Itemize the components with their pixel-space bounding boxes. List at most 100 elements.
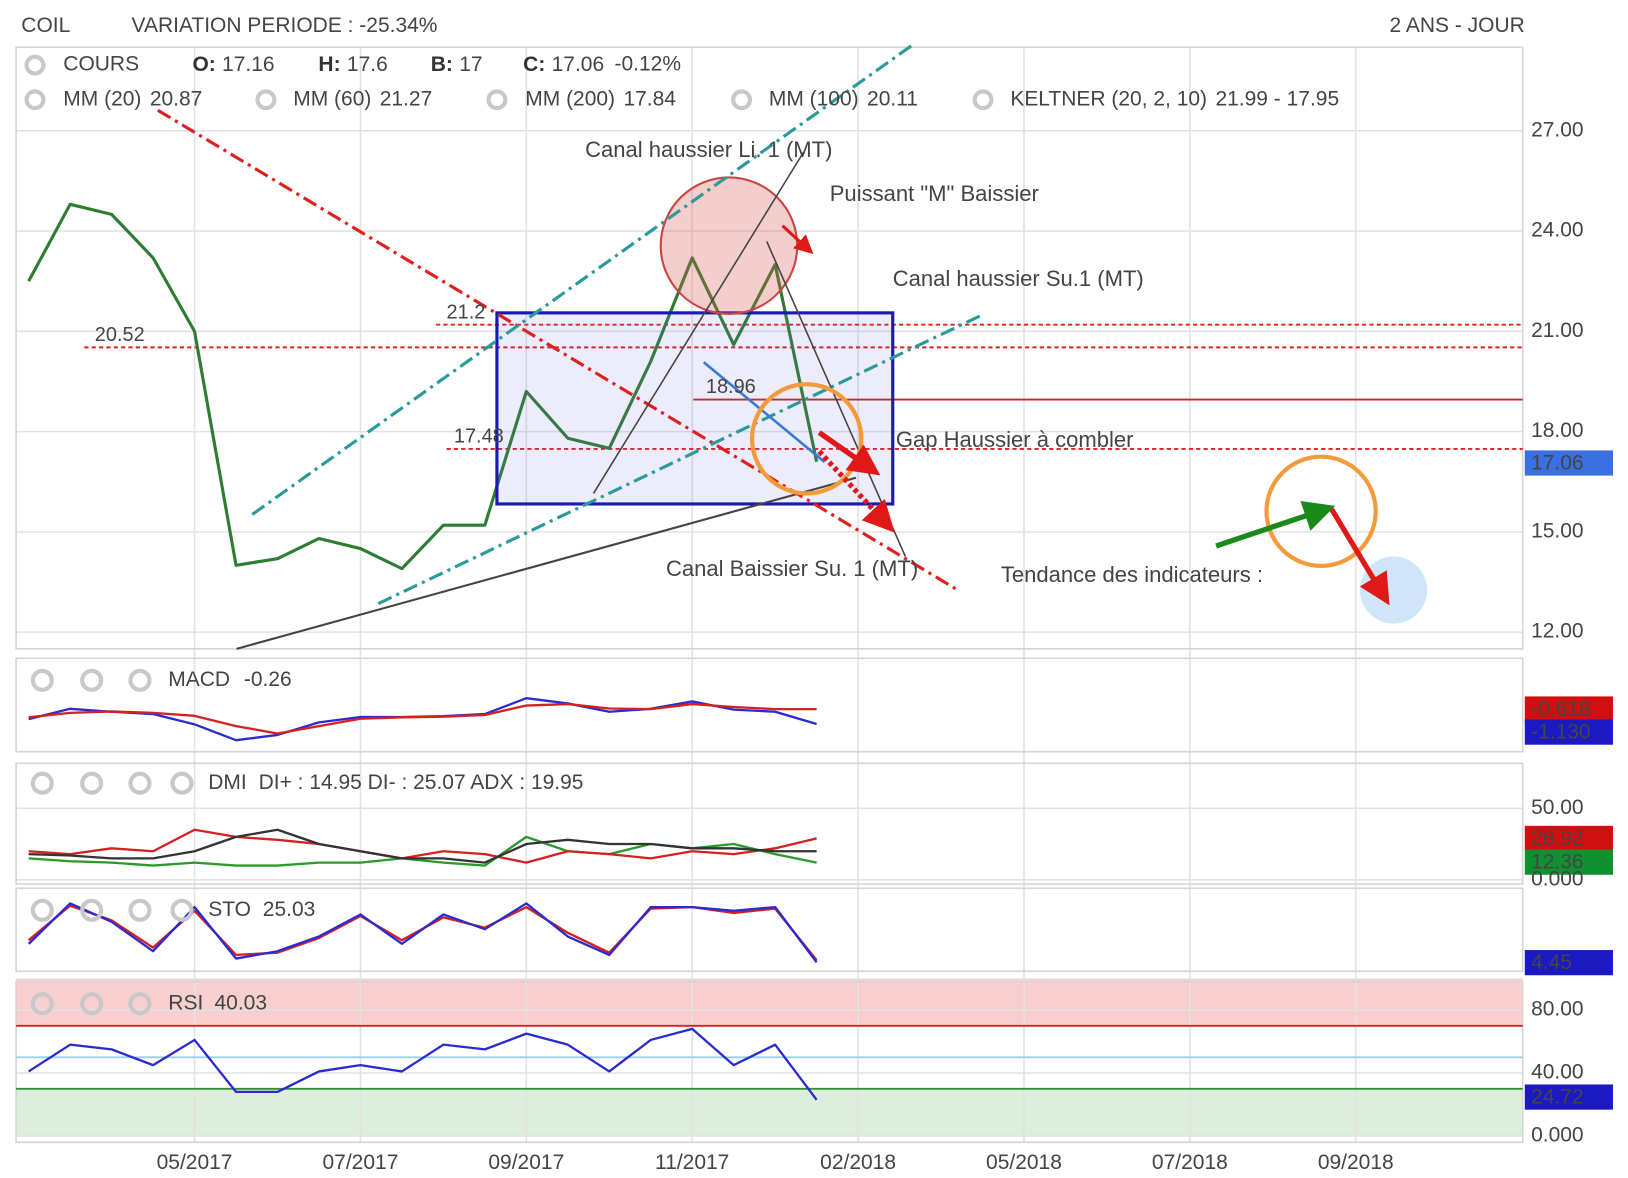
period: 2 ANS - JOUR bbox=[1390, 14, 1525, 37]
panel-icon bbox=[30, 992, 54, 1016]
overlay-legend: MM (100) 20.11 bbox=[769, 87, 918, 110]
y-tick-label: 24.00 bbox=[1531, 219, 1584, 242]
change: -0.12% bbox=[615, 53, 682, 76]
panel-icon bbox=[170, 898, 194, 922]
texts: COIL VARIATION PERIODE : -25.34% 2 ANS -… bbox=[21, 14, 1590, 1174]
ohlc-value: 17 bbox=[459, 53, 482, 76]
trend-dot bbox=[1359, 556, 1428, 624]
level-label: 18.96 bbox=[706, 376, 756, 398]
x-tick-label: 02/2018 bbox=[820, 1151, 896, 1174]
price-tag bbox=[1524, 719, 1613, 745]
overlay-value: 21.99 - 17.95 bbox=[1215, 87, 1339, 110]
gear-icon bbox=[24, 89, 46, 111]
ohlc-key: H: bbox=[318, 53, 340, 76]
ohlc-value: 17.16 bbox=[222, 53, 275, 76]
panel-icon bbox=[128, 898, 152, 922]
y-tick-label: 50.00 bbox=[1531, 796, 1584, 819]
ticker: COIL bbox=[21, 14, 70, 37]
gear-icon bbox=[24, 54, 46, 76]
price-tag-label: -0.618 bbox=[1531, 698, 1591, 721]
y-tick-label: 0.000 bbox=[1531, 1124, 1584, 1147]
arrow bbox=[781, 224, 814, 255]
x-tick-label: 07/2018 bbox=[1152, 1151, 1228, 1174]
price-tag bbox=[1524, 696, 1613, 722]
panel-icon bbox=[30, 898, 54, 922]
panel-icon bbox=[170, 771, 194, 795]
y-tick-label: 0.000 bbox=[1531, 867, 1584, 890]
panel-value: DI+ : 14.95 DI- : 25.07 ADX : 19.95 bbox=[259, 771, 584, 794]
panel-icon bbox=[128, 992, 152, 1016]
price-tag-label: -1.130 bbox=[1531, 721, 1591, 744]
price-panel bbox=[15, 46, 1524, 650]
panel-icon bbox=[80, 898, 104, 922]
gear-icon bbox=[486, 89, 508, 111]
rsi-panel bbox=[15, 980, 1524, 1144]
series-line bbox=[27, 902, 818, 963]
arrow bbox=[817, 430, 881, 476]
x-tick-label: 05/2018 bbox=[986, 1151, 1062, 1174]
gear-icon bbox=[972, 89, 994, 111]
grid bbox=[16, 47, 1523, 1143]
price-tag-label: 12.36 bbox=[1531, 851, 1584, 874]
price-tag bbox=[1524, 849, 1613, 875]
trend-line bbox=[702, 361, 826, 463]
ohlc-key: O: bbox=[192, 53, 215, 76]
overlay-value: 20.87 bbox=[150, 87, 203, 110]
arrow bbox=[1329, 507, 1390, 606]
x-tick-label: 07/2017 bbox=[323, 1151, 399, 1174]
annotation: Canal Baissier Su. 1 (MT) bbox=[666, 556, 918, 581]
panel-icon bbox=[80, 992, 104, 1016]
price-tag bbox=[1524, 825, 1613, 852]
panel-title: RSI bbox=[168, 991, 203, 1014]
level-label: 21.2 bbox=[447, 301, 486, 323]
macd-panel bbox=[15, 657, 1524, 753]
icons bbox=[24, 54, 994, 111]
ohlc-value: 17.06 bbox=[552, 53, 605, 76]
y-tick-label: 40.00 bbox=[1531, 1061, 1584, 1084]
arrow bbox=[1215, 500, 1336, 549]
y-tick-label: 27.00 bbox=[1531, 118, 1584, 141]
panel-title: DMI bbox=[208, 771, 246, 794]
overlay-value: 20.11 bbox=[867, 87, 918, 110]
gear-icon bbox=[731, 89, 753, 111]
series-line bbox=[27, 202, 819, 571]
overlay-value: 17.84 bbox=[623, 87, 676, 110]
ohlc-item: B: 17 bbox=[431, 53, 483, 76]
level-label: 20.52 bbox=[95, 324, 145, 346]
series-line bbox=[28, 828, 817, 864]
trend-line bbox=[377, 313, 983, 606]
m-circle bbox=[659, 176, 799, 315]
price-tag-label: 4.45 bbox=[1531, 951, 1572, 974]
overlay-legend: KELTNER (20, 2, 10) 21.99 - 17.95 bbox=[1010, 87, 1339, 110]
ohlc-item: H: 17.6 bbox=[318, 53, 387, 76]
panel-value: 25.03 bbox=[263, 898, 316, 921]
panel-icon bbox=[80, 668, 104, 692]
level-label: 17.48 bbox=[454, 426, 504, 448]
ohlc-item: O: 17.16 bbox=[192, 53, 274, 76]
panel-value: 40.03 bbox=[215, 991, 268, 1014]
zone bbox=[16, 1088, 1523, 1137]
gear-icon bbox=[255, 89, 277, 111]
overlay-name: MM (200) bbox=[525, 87, 615, 110]
price-tag bbox=[1524, 1084, 1613, 1110]
overlay-legend: MM (20) 20.87 bbox=[63, 87, 202, 110]
ohlc-key: C: bbox=[523, 53, 545, 76]
zone bbox=[16, 978, 1523, 1026]
zone-box bbox=[495, 311, 895, 506]
panel-icon bbox=[128, 771, 152, 795]
sto-panel bbox=[15, 887, 1524, 972]
panel-title: STO bbox=[208, 898, 251, 921]
panel-icon bbox=[128, 668, 152, 692]
annotation: Canal haussier Su.1 (MT) bbox=[893, 266, 1144, 291]
marks bbox=[16, 202, 1613, 1110]
ohlc-value: 17.6 bbox=[347, 53, 388, 76]
annotation: Canal haussier Li. 1 (MT) bbox=[585, 137, 832, 162]
y-tick-label: 21.00 bbox=[1531, 319, 1584, 342]
panel-icon bbox=[80, 771, 104, 795]
price-tag-label: 28.92 bbox=[1531, 827, 1584, 850]
annotation: Gap Haussier à combler bbox=[896, 427, 1134, 452]
arrow bbox=[817, 449, 895, 533]
trend-line bbox=[156, 108, 959, 592]
overlay-legend: MM (200) 17.84 bbox=[525, 87, 676, 110]
